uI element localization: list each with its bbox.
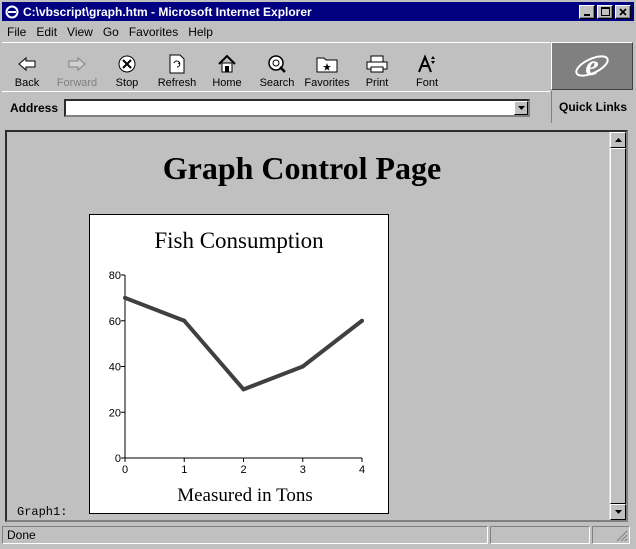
x-tick-label: 1 [181, 464, 187, 476]
refresh-icon [168, 52, 186, 76]
chart-x-axis-label: Measured in Tons [177, 485, 313, 506]
data-point [300, 364, 305, 369]
font-size-icon [417, 52, 437, 76]
favorites-folder-icon [316, 52, 338, 76]
data-point [182, 318, 187, 323]
menu-favorites[interactable]: Favorites [128, 25, 179, 39]
favorites-button[interactable]: Favorites [302, 45, 352, 91]
graph-label: Graph1: [17, 505, 68, 519]
back-button[interactable]: Back [2, 45, 52, 91]
close-button[interactable] [615, 4, 631, 19]
forward-arrow-icon [67, 52, 87, 76]
font-label: Font [415, 77, 438, 89]
resize-grip-icon[interactable] [616, 530, 628, 542]
y-tick-label: 60 [109, 316, 121, 328]
y-tick-label: 0 [115, 453, 121, 465]
chevron-up-icon [614, 138, 622, 142]
ie-logo: e [551, 42, 633, 90]
home-button[interactable]: Home [202, 45, 252, 91]
status-bar: Done [2, 526, 634, 546]
search-button[interactable]: Search [252, 45, 302, 91]
y-tick-label: 80 [109, 270, 121, 282]
address-input[interactable] [64, 99, 531, 117]
search-label: Search [259, 77, 295, 89]
x-tick-label: 0 [122, 464, 128, 476]
x-tick-label: 2 [240, 464, 246, 476]
printer-icon [366, 52, 388, 76]
home-icon [217, 52, 237, 76]
search-icon [267, 52, 287, 76]
data-point [123, 295, 127, 300]
title-bar: C:\vbscript\graph.htm - Microsoft Intern… [2, 2, 634, 21]
minimize-button[interactable] [579, 4, 595, 19]
series-line [124, 296, 364, 392]
y-tick-label: 20 [109, 407, 121, 419]
status-grip [592, 526, 630, 544]
menu-edit[interactable]: Edit [36, 25, 58, 39]
vertical-scrollbar[interactable] [609, 132, 626, 520]
menu-go[interactable]: Go [102, 25, 119, 39]
menu-bar: File Edit View Go Favorites Help [2, 22, 634, 42]
page-title: Graph Control Page [162, 150, 442, 186]
ie-app-icon[interactable] [5, 5, 19, 19]
data-point [360, 318, 364, 323]
stop-button[interactable]: Stop [102, 45, 152, 91]
chart-axes [124, 275, 362, 459]
chevron-down-icon [517, 106, 525, 110]
address-bar: Address [2, 91, 550, 124]
scroll-up-button[interactable] [610, 132, 626, 148]
scroll-down-button[interactable] [610, 504, 626, 520]
chart-title: Fish Consumption [154, 228, 324, 253]
line-chart: Fish Consumption Measured in Tons 020406… [109, 228, 365, 506]
back-arrow-icon [17, 52, 37, 76]
address-label: Address [10, 101, 59, 115]
stop-icon [117, 52, 137, 76]
back-label: Back [14, 77, 40, 89]
toolbar: Back Forward Stop Refresh Home Search Fa… [2, 42, 550, 92]
font-button[interactable]: Font [402, 45, 452, 91]
print-button[interactable]: Print [352, 45, 402, 91]
quick-links[interactable]: Quick Links [551, 91, 634, 123]
x-tick-label: 3 [300, 464, 306, 476]
maximize-button[interactable] [597, 4, 613, 19]
print-label: Print [365, 77, 389, 89]
menu-view[interactable]: View [67, 25, 93, 39]
svg-text:e: e [585, 49, 598, 82]
scroll-thumb[interactable] [610, 148, 626, 504]
stop-label: Stop [115, 77, 139, 89]
home-label: Home [212, 77, 242, 89]
ie-e-logo-icon: e [575, 49, 609, 82]
favorites-label: Favorites [304, 77, 350, 89]
refresh-button[interactable]: Refresh [152, 45, 202, 91]
address-dropdown-button[interactable] [514, 101, 529, 115]
content-area: Graph Control Page Graph1: Fish Consumpt… [5, 130, 628, 522]
status-zone [490, 526, 590, 544]
x-tick-label: 4 [359, 464, 365, 476]
graph-control[interactable]: Fish Consumption Measured in Tons 0 20 40 6… [89, 214, 389, 514]
chevron-down-icon [614, 510, 622, 514]
refresh-label: Refresh [157, 77, 197, 89]
forward-label: Forward [56, 77, 98, 89]
chart-ticks: 0 20 40 60 80 0 1 2 3 4 [109, 270, 365, 476]
window-title: C:\vbscript\graph.htm - Microsoft Intern… [23, 4, 312, 19]
menu-file[interactable]: File [7, 25, 27, 39]
data-point [241, 387, 246, 392]
menu-help[interactable]: Help [188, 25, 213, 39]
forward-button[interactable]: Forward [52, 45, 102, 91]
y-tick-label: 40 [109, 362, 121, 374]
chart-series [123, 295, 364, 392]
status-text: Done [2, 526, 488, 544]
